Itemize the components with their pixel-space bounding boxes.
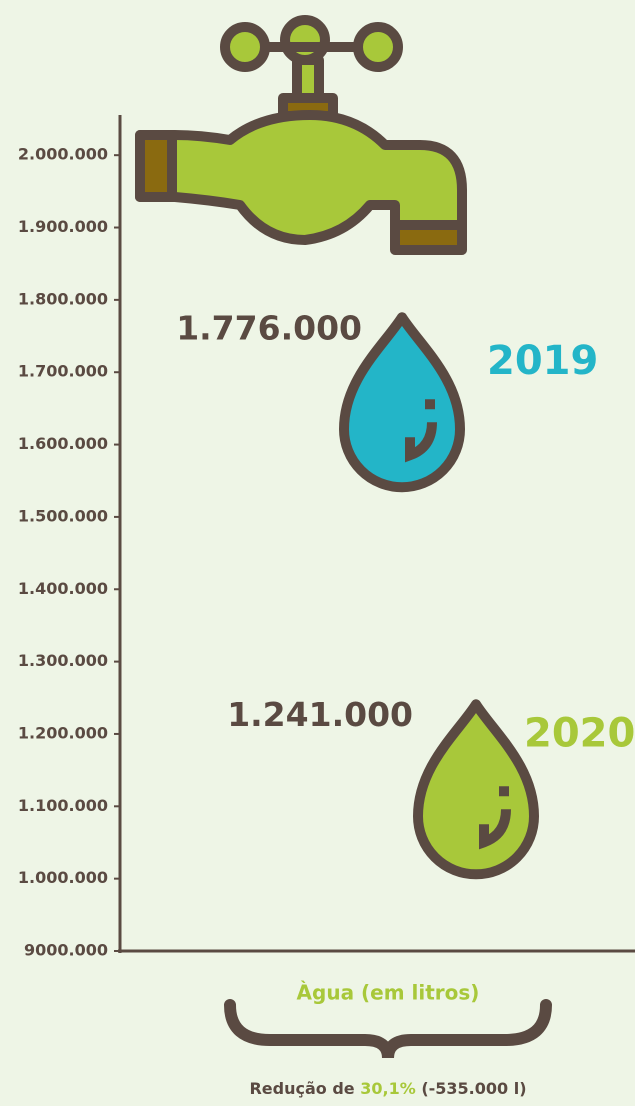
value-label: 1.241.000 xyxy=(227,695,413,734)
y-tick-label: 9000.000 xyxy=(24,941,108,960)
water-drop xyxy=(418,704,534,874)
y-tick-label: 1.700.000 xyxy=(18,362,108,381)
faucet-icon xyxy=(140,20,462,250)
y-tick-label: 1.400.000 xyxy=(18,579,108,598)
brace xyxy=(230,1005,546,1058)
y-tick-label: 1.000.000 xyxy=(18,868,108,887)
page: {"chart_data": {"type": "pictogram", "ca… xyxy=(0,0,635,1106)
value-label: 1.776.000 xyxy=(176,309,362,348)
annotation-text: Redução de xyxy=(249,1079,354,1098)
y-tick-label: 1.800.000 xyxy=(18,289,108,308)
category-label: 2020 xyxy=(524,710,635,756)
y-tick-label: 1.300.000 xyxy=(18,651,108,670)
y-tick-label: 1.100.000 xyxy=(18,796,108,815)
chart: Àgua (em litros) Redução de 30,1% (-535.… xyxy=(0,0,635,1106)
y-tick-label: 2.000.000 xyxy=(18,145,108,164)
drop-body xyxy=(418,704,534,874)
y-tick-label: 1.600.000 xyxy=(18,434,108,453)
y-tick-label: 1.500.000 xyxy=(18,506,108,525)
x-axis-label: Àgua (em litros) xyxy=(297,981,480,1005)
annotation-text: (-535.000 l) xyxy=(421,1079,526,1098)
annotation: Redução de 30,1% (-535.000 l) xyxy=(249,1079,526,1098)
y-tick-label: 1.900.000 xyxy=(18,217,108,236)
category-label: 2019 xyxy=(487,338,598,384)
y-tick-label: 1.200.000 xyxy=(18,723,108,742)
annotation-highlight: 30,1% xyxy=(360,1079,416,1098)
